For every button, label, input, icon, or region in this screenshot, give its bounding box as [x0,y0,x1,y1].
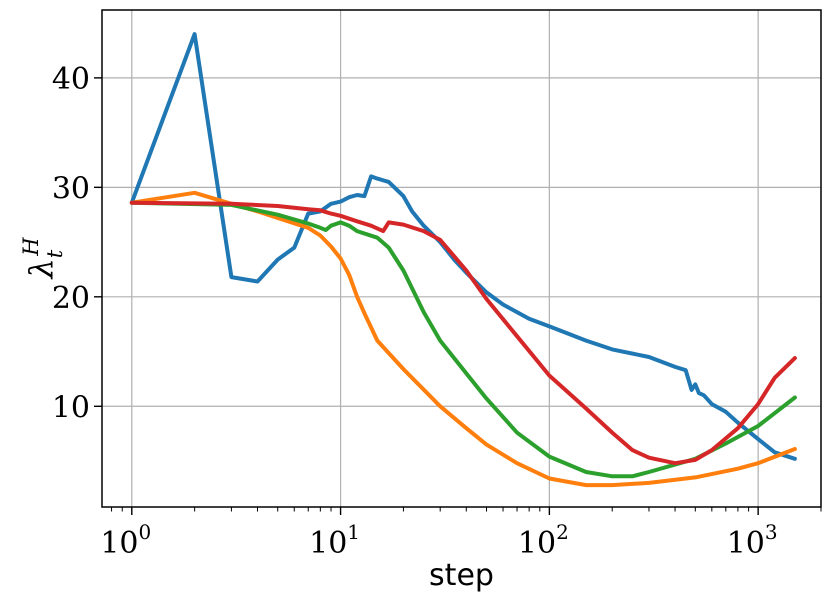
y-tick-label: 30 [52,171,90,206]
y-tick-label: 20 [52,281,90,316]
x-tick-label: 102 [518,520,569,561]
y-tick-label: 10 [52,390,90,425]
plot-area-frame [101,9,822,508]
series-layer [129,32,797,488]
series-line-2 [129,190,797,488]
x-tick-label: 103 [727,520,778,561]
y-tick-label: 40 [52,62,90,97]
x-tick-label: 100 [100,520,151,561]
series-line-3 [129,200,797,479]
ticks: 100 101 102 103 10 20 30 40 [52,62,822,561]
x-tick-label: 101 [309,520,360,561]
y-axis-label-subscript: t [43,249,67,258]
y-axis-label: λtH [19,237,67,281]
series-line-4 [129,200,797,466]
svg-text:λtH: λtH [19,237,67,281]
y-axis-label-superscript: H [19,237,43,257]
y-axis-label-symbol: λ [22,258,60,280]
x-axis-label: step [429,558,494,593]
series-line-1 [129,32,797,461]
grid [102,10,821,507]
